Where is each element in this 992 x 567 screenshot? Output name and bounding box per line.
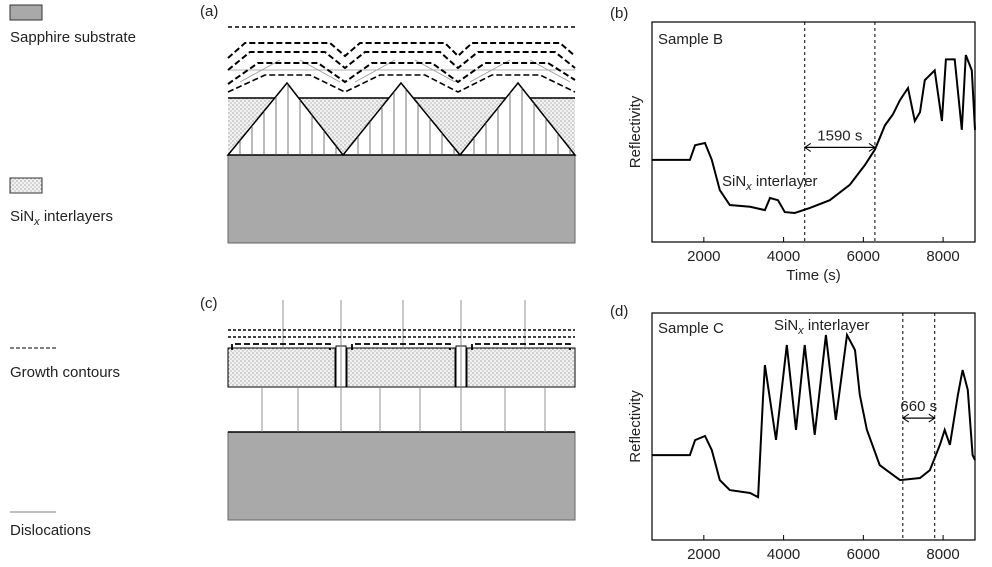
growth-contours — [228, 329, 575, 350]
panel-label: (d) — [610, 303, 628, 320]
x-axis-label: Time (s) — [786, 565, 840, 567]
y-axis-label: Reflectivity — [627, 390, 644, 463]
panel-label: (c) — [200, 295, 218, 312]
span-label: 1590 s — [817, 127, 862, 144]
legend-text: interlayers — [40, 208, 113, 225]
x-tick-label: 6000 — [847, 546, 880, 563]
panel-label: (a) — [200, 3, 218, 20]
sample-label: Sample B — [658, 31, 723, 48]
x-axis-label: Time (s) — [786, 267, 840, 284]
x-tick-label: 4000 — [767, 546, 800, 563]
plot-frame — [651, 312, 976, 541]
label-text: SiN — [774, 317, 798, 334]
legend-label: Growth contours — [10, 364, 120, 381]
legend-label: Dislocations — [10, 522, 91, 539]
diagram-a — [226, 26, 577, 244]
legend-sub: x — [33, 216, 40, 228]
interlayer-label: SiNx interlayer — [722, 173, 818, 193]
label-sub: x — [745, 181, 752, 193]
reflectivity-curve — [652, 331, 976, 499]
growth-contours — [227, 26, 576, 93]
legend-swatch — [9, 177, 43, 194]
arrow-head — [803, 142, 876, 152]
panel-label: (b) — [610, 5, 628, 22]
legend: Sapphire substrate SiNx interlayers Grow… — [9, 4, 136, 539]
interlayer-label: SiNx interlayer — [774, 317, 870, 337]
legend-label: SiNx interlayers — [10, 208, 113, 228]
substrate — [227, 154, 576, 244]
label-text: SiN — [722, 173, 746, 190]
x-tick-label: 2000 — [687, 248, 720, 265]
arrow-head — [901, 413, 936, 423]
plot-frame — [651, 21, 976, 243]
sample-label: Sample C — [658, 320, 724, 337]
interlayer-blocks — [227, 347, 576, 388]
legend-text: SiN — [10, 208, 34, 225]
span-label: 660 s — [900, 398, 937, 415]
x-tick-label: 2000 — [687, 546, 720, 563]
substrate — [227, 431, 576, 521]
label-text: interlayer — [752, 173, 818, 190]
legend-label: Sapphire substrate — [10, 29, 136, 46]
x-tick-label: 8000 — [926, 546, 959, 563]
x-tick-label: 4000 — [767, 248, 800, 265]
label-text: interlayer — [804, 317, 870, 334]
legend-swatch — [9, 4, 43, 21]
gan-islands — [226, 81, 577, 157]
diagram-c — [227, 300, 576, 521]
label-sub: x — [797, 325, 804, 337]
y-axis-label: Reflectivity — [627, 95, 644, 168]
x-tick-label: 8000 — [926, 248, 959, 265]
x-tick-label: 6000 — [847, 248, 880, 265]
reflectivity-curve — [652, 54, 976, 215]
dislocations — [261, 300, 546, 432]
